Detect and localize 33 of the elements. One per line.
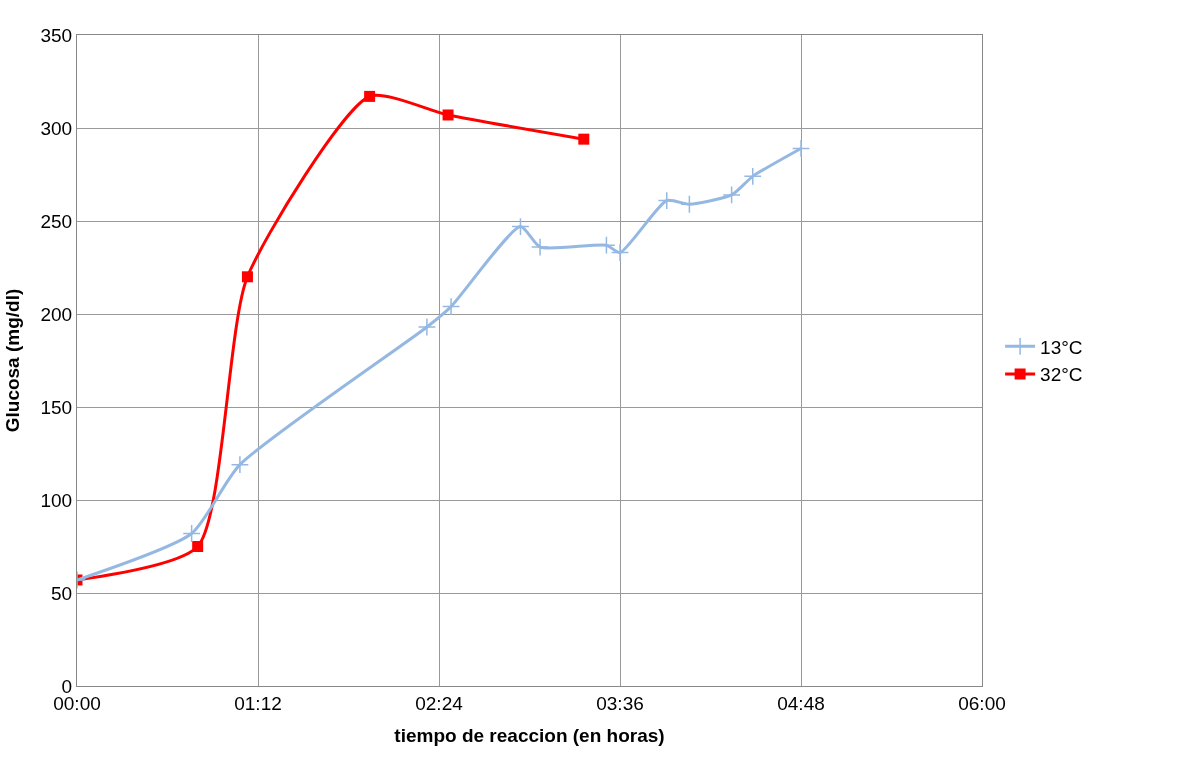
y-tick-label: 150: [40, 396, 73, 418]
point: [511, 217, 530, 236]
y-axis-title: Glucosa (mg/dl): [2, 288, 24, 433]
x-tick-label: 04:48: [777, 692, 825, 714]
point: [743, 167, 762, 186]
point: [610, 243, 630, 262]
point: [530, 237, 550, 257]
y-tick-label: 350: [40, 24, 73, 46]
point: [442, 109, 454, 121]
point: [364, 90, 376, 102]
point: [791, 139, 811, 158]
point: [578, 133, 590, 145]
legend-label: 32°C: [1040, 364, 1083, 386]
x-tick-label: 01:12: [234, 692, 282, 714]
point: [722, 185, 741, 205]
point: [192, 541, 204, 552]
point: [441, 297, 461, 316]
point: [417, 317, 437, 337]
y-tick-label: 50: [51, 582, 73, 604]
y-tick-label: 200: [40, 303, 73, 325]
point: [182, 524, 201, 543]
y-tick-label: 300: [40, 117, 73, 139]
point: [680, 195, 699, 214]
legend-label: 13°C: [1040, 336, 1083, 358]
y-tick-label: 250: [40, 210, 73, 232]
point: [241, 271, 253, 283]
x-tick-label: 02:24: [415, 692, 464, 714]
y-tick-label: 100: [40, 489, 73, 511]
point: [230, 455, 250, 474]
point: [657, 191, 676, 210]
x-tick-label: 06:00: [958, 692, 1006, 714]
x-axis-title: tiempo de reaccion (en horas): [394, 724, 665, 746]
x-tick-label: 03:36: [596, 692, 644, 714]
